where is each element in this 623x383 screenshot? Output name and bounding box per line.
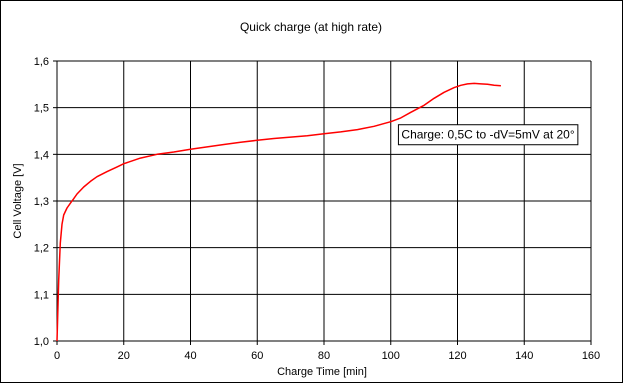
y-tick-label: 1,6: [34, 56, 49, 68]
x-tick-label: 140: [515, 350, 533, 362]
x-tick-label: 100: [382, 350, 400, 362]
series-layer: [56, 82, 501, 342]
y-tick-label: 1,3: [34, 196, 49, 208]
chart-title: Quick charge (at high rate): [240, 20, 382, 34]
x-tick-label: 20: [118, 350, 130, 362]
y-axis-ticks: 1,0 1,1 1,2 1,3 1,4 1,5 1,6: [34, 56, 57, 348]
y-axis-label: Cell Voltage [V]: [12, 163, 24, 238]
voltage-curve: [56, 82, 501, 342]
x-tick-label: 160: [582, 350, 600, 362]
y-tick-label: 1,4: [34, 149, 49, 161]
x-axis-ticks: 0 20 40 60 80 100 120 140 160: [54, 341, 600, 362]
x-axis-label: Charge Time [min]: [277, 366, 367, 378]
x-tick-label: 40: [184, 350, 196, 362]
y-tick-label: 1,5: [34, 103, 49, 115]
annotation-box: Charge: 0,5C to -dV=5mV at 20°: [397, 124, 579, 146]
x-tick-label: 120: [448, 350, 466, 362]
x-tick-label: 60: [251, 350, 263, 362]
grid-lines: [57, 60, 592, 341]
x-tick-label: 0: [54, 350, 60, 362]
y-tick-label: 1,1: [34, 289, 49, 301]
annotation-text: Charge: 0,5C to -dV=5mV at 20°: [401, 128, 574, 142]
annotation-frame: [397, 124, 579, 146]
y-tick-label: 1,0: [34, 336, 49, 348]
x-tick-label: 80: [318, 350, 330, 362]
y-tick-label: 1,2: [34, 243, 49, 255]
